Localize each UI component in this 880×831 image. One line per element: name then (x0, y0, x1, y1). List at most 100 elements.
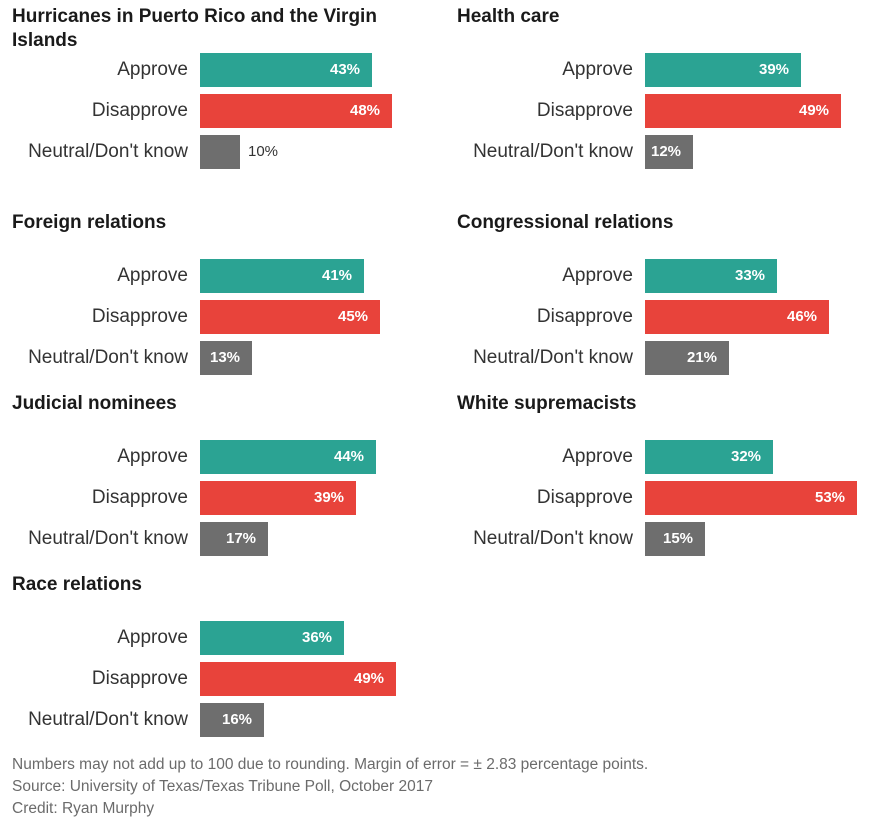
bar-disapprove (200, 662, 396, 696)
bar-neutral (645, 341, 729, 375)
bar-row: Neutral/Don't know 10% (0, 135, 440, 169)
bar-row: Approve 32% (445, 440, 880, 474)
chart-title: White supremacists (457, 393, 637, 414)
bar-approve (645, 440, 773, 474)
bar-row: Approve 36% (0, 621, 440, 655)
bar-neutral (200, 703, 264, 737)
chart-title: Foreign relations (12, 212, 167, 233)
data-label: 32% (731, 448, 762, 465)
data-label: 39% (314, 489, 345, 506)
data-label: 41% (322, 267, 353, 284)
data-label: 48% (350, 102, 381, 119)
chart-panel: Hurricanes in Puerto Rico and the Virgin… (0, 5, 440, 175)
bar-neutral (645, 522, 705, 556)
bar-disapprove (645, 94, 841, 128)
bar-row: Approve 39% (445, 53, 880, 87)
category-label: Approve (562, 59, 633, 80)
chart-title: Hurricanes in Puerto Rico and the Virgin… (12, 6, 377, 51)
chart-title: Congressional relations (457, 212, 674, 233)
chart-title: Race relations (12, 574, 142, 595)
bar-row: Approve 33% (445, 259, 880, 293)
chart-title: Judicial nominees (12, 393, 177, 414)
category-label: Disapprove (91, 668, 188, 689)
data-label: 33% (735, 267, 766, 284)
rounding-note: Numbers may not add up to 100 due to rou… (12, 756, 649, 773)
bar-row: Disapprove 49% (0, 662, 440, 696)
data-label: 10% (248, 143, 279, 160)
category-label: Neutral/Don't know (28, 528, 188, 549)
source-note: Source: University of Texas/Texas Tribun… (12, 778, 434, 795)
bar-row: Disapprove 48% (0, 94, 440, 128)
chart-panel: Judicial nominees Approve 44% Disapprove 39%… (0, 392, 440, 562)
category-label: Disapprove (91, 100, 188, 121)
bar-disapprove (200, 300, 380, 334)
data-label: 44% (334, 448, 365, 465)
category-label: Neutral/Don't know (473, 528, 633, 549)
data-label: 15% (663, 530, 694, 547)
chart-panel: Race relations Approve 36% Disapprove 49% Neu… (0, 573, 440, 743)
bar-disapprove (645, 300, 829, 334)
data-label: 53% (815, 489, 846, 506)
bar-approve (200, 259, 364, 293)
bar-row: Neutral/Don't know 16% (0, 703, 440, 737)
bar-row: Neutral/Don't know 21% (445, 341, 880, 375)
category-label: Disapprove (536, 100, 633, 121)
category-label: Approve (117, 265, 188, 286)
chart-title: Health care (457, 6, 560, 27)
category-label: Approve (562, 265, 633, 286)
bar-disapprove (645, 481, 857, 515)
chart-panel: Health care Approve 39% Disapprove 49% Neutra… (445, 5, 880, 175)
bar-approve (200, 621, 344, 655)
data-label: 16% (222, 711, 253, 728)
chart-panel: White supremacists Approve 32% Disapprove 53… (445, 392, 880, 562)
data-label: 17% (226, 530, 257, 547)
chart-footer: Numbers may not add up to 100 due to rou… (12, 754, 872, 820)
bar-row: Approve 43% (0, 53, 440, 87)
bar-row: Neutral/Don't know 17% (0, 522, 440, 556)
bar-neutral (200, 341, 252, 375)
bar-neutral (200, 522, 268, 556)
bar-row: Approve 41% (0, 259, 440, 293)
data-label: 49% (354, 670, 385, 687)
data-label: 39% (759, 61, 790, 78)
bar-row: Neutral/Don't know 12% (445, 135, 880, 169)
bar-row: Disapprove 45% (0, 300, 440, 334)
chart-panel: Foreign relations Approve 41% Disapprove 45%… (0, 211, 440, 381)
category-label: Disapprove (536, 306, 633, 327)
category-label: Disapprove (91, 487, 188, 508)
chart-panel: Congressional relations Approve 33% Disappr… (445, 211, 880, 381)
category-label: Approve (117, 446, 188, 467)
bar-approve (200, 440, 376, 474)
category-label: Disapprove (91, 306, 188, 327)
category-label: Approve (117, 59, 188, 80)
bar-neutral (200, 135, 240, 169)
category-label: Neutral/Don't know (473, 347, 633, 368)
category-label: Neutral/Don't know (28, 709, 188, 730)
category-label: Approve (562, 446, 633, 467)
bar-row: Neutral/Don't know 15% (445, 522, 880, 556)
bar-row: Disapprove 39% (0, 481, 440, 515)
data-label: 13% (210, 349, 241, 366)
data-label: 46% (787, 308, 818, 325)
data-label: 45% (338, 308, 369, 325)
category-label: Neutral/Don't know (473, 141, 633, 162)
bar-disapprove (200, 94, 392, 128)
bar-approve (645, 53, 801, 87)
chart-grid: Hurricanes in Puerto Rico and the Virgin… (0, 5, 880, 743)
bar-row: Disapprove 53% (445, 481, 880, 515)
data-label: 49% (799, 102, 830, 119)
data-label: 12% (651, 143, 682, 160)
bar-approve (200, 53, 372, 87)
bar-row: Disapprove 49% (445, 94, 880, 128)
data-label: 43% (330, 61, 361, 78)
bar-row: Approve 44% (0, 440, 440, 474)
bar-row: Neutral/Don't know 13% (0, 341, 440, 375)
data-label: 36% (302, 629, 333, 646)
bar-row: Disapprove 46% (445, 300, 880, 334)
bar-neutral (645, 135, 693, 169)
data-label: 21% (687, 349, 718, 366)
category-label: Neutral/Don't know (28, 141, 188, 162)
category-label: Approve (117, 627, 188, 648)
category-label: Neutral/Don't know (28, 347, 188, 368)
bar-approve (645, 259, 777, 293)
